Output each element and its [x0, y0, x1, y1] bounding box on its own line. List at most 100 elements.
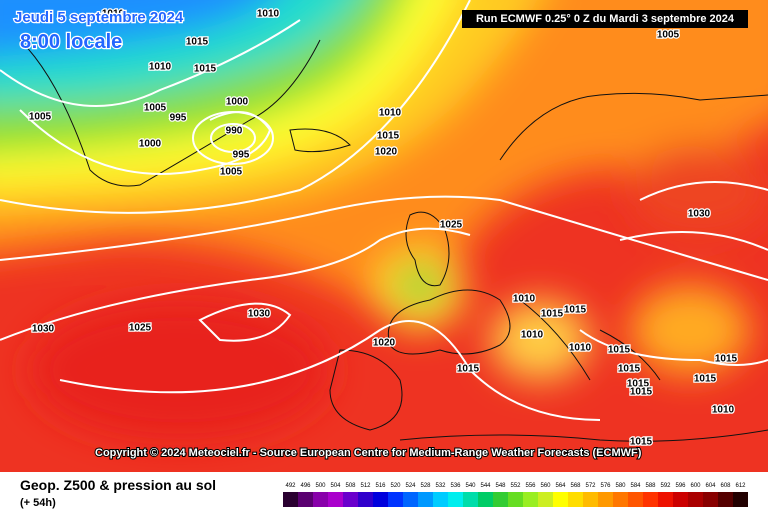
scale-swatch — [658, 492, 673, 507]
isobar-label: 1005 — [144, 103, 167, 114]
isobar-label: 1015 — [694, 374, 717, 385]
scale-swatch — [613, 492, 628, 507]
isobar-label: 1020 — [375, 147, 398, 158]
isobar-label: 1010 — [149, 62, 172, 73]
scale-label: 528 — [420, 483, 431, 489]
scale-swatch — [358, 492, 373, 507]
scale-label: 548 — [495, 483, 506, 489]
scale-label: 536 — [450, 483, 461, 489]
scale-label: 524 — [405, 483, 416, 489]
isobar-label: 1015 — [186, 37, 209, 48]
isobar-label: 1000 — [139, 139, 162, 150]
isobar-label: 1015 — [627, 379, 650, 390]
coastlines — [19, 39, 768, 442]
isobars — [0, 0, 768, 421]
isobar-label: 1015 — [564, 305, 587, 316]
scale-label: 508 — [345, 483, 356, 489]
scale-swatch — [373, 492, 388, 507]
isobar-label: 1005 — [220, 167, 243, 178]
scale-swatch — [538, 492, 553, 507]
scale-swatch — [598, 492, 613, 507]
scale-swatch — [448, 492, 463, 507]
scale-label: 572 — [585, 483, 596, 489]
forecast-date: Jeudi 5 septembre 2024 — [14, 9, 184, 26]
scale-label: 504 — [330, 483, 341, 489]
scale-label: 492 — [285, 483, 296, 489]
isobar-label: 1030 — [32, 324, 55, 335]
scale-label: 580 — [615, 483, 626, 489]
isobar-label: 1010 — [513, 294, 536, 305]
isobar-label: 1030 — [688, 209, 711, 220]
scale-swatch — [628, 492, 643, 507]
scale-label: 496 — [300, 483, 311, 489]
scale-label: 612 — [735, 483, 746, 489]
scale-label: 596 — [675, 483, 686, 489]
scale-swatch — [388, 492, 403, 507]
isobar-label: 1015 — [630, 387, 653, 398]
scale-swatch — [523, 492, 538, 507]
scale-label: 564 — [555, 483, 566, 489]
isobar-label: 1025 — [440, 220, 463, 231]
isobar-label: 1015 — [194, 64, 217, 75]
isobar-label: 1015 — [457, 364, 480, 375]
scale-label: 556 — [525, 483, 536, 489]
isobar-label: 1030 — [248, 309, 271, 320]
scale-label: 608 — [720, 483, 731, 489]
scale-label: 500 — [315, 483, 326, 489]
isobar-label: 995 — [233, 150, 250, 161]
scale-swatch — [463, 492, 478, 507]
isobar-label: 1010 — [521, 330, 544, 341]
scale-swatch — [688, 492, 703, 507]
scale-swatch — [733, 492, 748, 507]
scale-swatch — [568, 492, 583, 507]
scale-label: 512 — [360, 483, 371, 489]
scale-swatch — [283, 492, 298, 507]
isobar-label: 1015 — [715, 354, 738, 365]
scale-label: 576 — [600, 483, 611, 489]
isobar-label: 1015 — [541, 309, 564, 320]
scale-swatch — [478, 492, 493, 507]
scale-swatch — [718, 492, 733, 507]
legend-title: Geop. Z500 & pression au sol — [20, 477, 216, 493]
scale-label: 560 — [540, 483, 551, 489]
isobar-label: 1015 — [618, 364, 641, 375]
scale-swatch — [433, 492, 448, 507]
scale-swatch — [343, 492, 358, 507]
scale-swatch — [673, 492, 688, 507]
scale-label: 520 — [390, 483, 401, 489]
scale-label: 532 — [435, 483, 446, 489]
scale-swatch — [418, 492, 433, 507]
run-label: Run ECMWF 0.25° 0 Z du Mardi 3 septembre… — [476, 13, 735, 25]
scale-swatch — [643, 492, 658, 507]
scale-swatch — [313, 492, 328, 507]
isobar-label: 1015 — [377, 131, 400, 142]
run-box — [462, 10, 748, 28]
isobar-label: 1010 — [712, 405, 735, 416]
isobar-label: 1025 — [129, 323, 152, 334]
field — [0, 0, 768, 472]
scale-swatch — [493, 492, 508, 507]
scale-label: 584 — [630, 483, 641, 489]
isobar-label: 1005 — [657, 30, 680, 41]
scale-label: 600 — [690, 483, 701, 489]
isobar-label: 1020 — [373, 338, 396, 349]
isobar-label: 1000 — [226, 97, 249, 108]
isobar-label: 1010 — [102, 9, 125, 20]
isobar-label: 1015 — [608, 345, 631, 356]
scale-label: 552 — [510, 483, 521, 489]
scale-label: 544 — [480, 483, 491, 489]
isobar-label: 1010 — [379, 108, 402, 119]
scale-label: 592 — [660, 483, 671, 489]
scale-swatch — [508, 492, 523, 507]
isobar-label: 990 — [226, 126, 243, 137]
forecast-time: 8:00 locale — [20, 31, 122, 53]
copyright: Copyright © 2024 Meteociel.fr - Source E… — [95, 447, 642, 459]
scale-swatch — [583, 492, 598, 507]
scale-label: 588 — [645, 483, 656, 489]
scale-label: 516 — [375, 483, 386, 489]
scale-label: 604 — [705, 483, 716, 489]
color-scale: 492 496 500 504 508 512 516 520 524 528 532 536 540 5… — [283, 483, 748, 507]
isobar-label: 1005 — [29, 112, 52, 123]
